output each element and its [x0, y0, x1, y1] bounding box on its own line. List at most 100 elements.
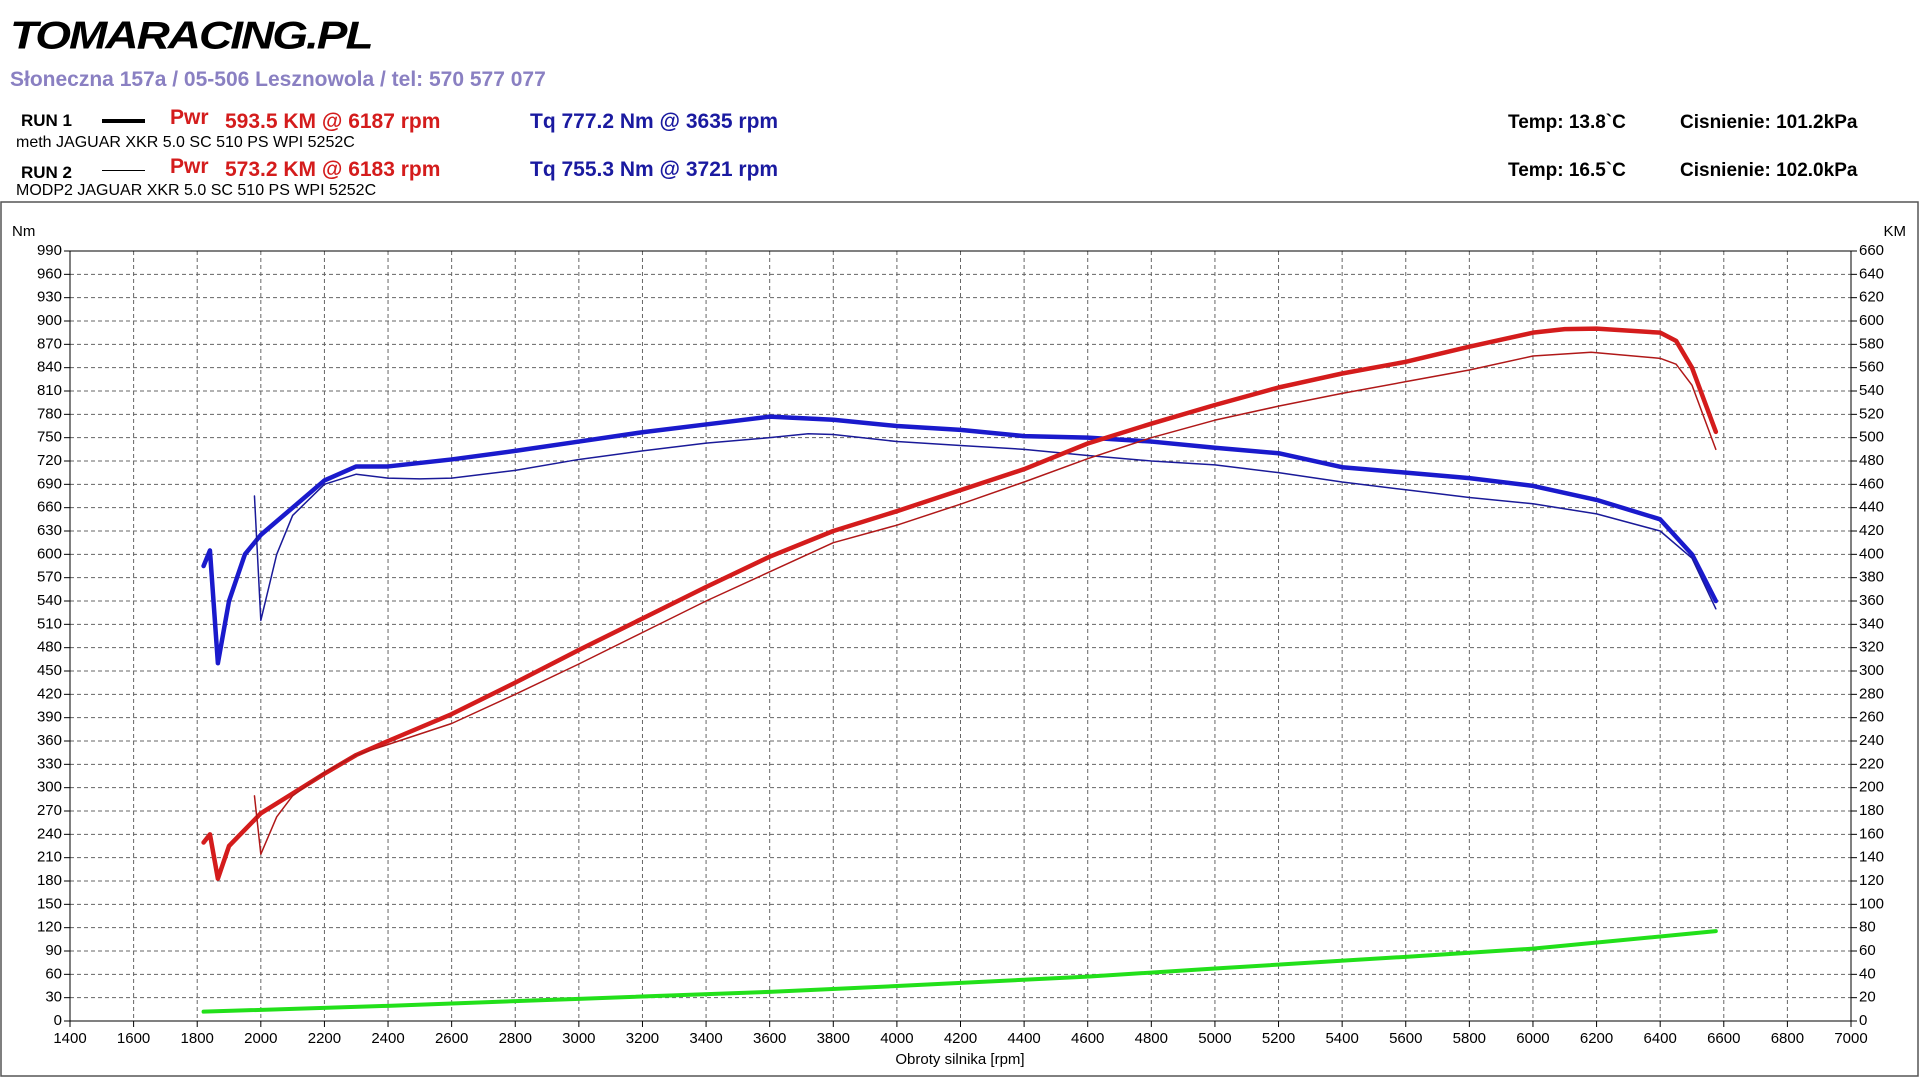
y-tick-label: 90 — [45, 942, 62, 959]
plot-frame — [69, 250, 1852, 1022]
y-tick-label: 300 — [37, 779, 62, 796]
y-tick-label: 600 — [37, 545, 62, 562]
pwr-value: 573.2 KM @ 6183 rpm — [225, 158, 441, 181]
y-tick-label: 750 — [37, 429, 62, 446]
x-tick-label: 3200 — [626, 1030, 659, 1047]
y-tick-label: 30 — [45, 989, 62, 1006]
temp: Temp: 13.8`C — [1508, 112, 1626, 133]
y2-tick-label: 500 — [1859, 429, 1884, 446]
x-tick-label: 1400 — [53, 1030, 86, 1047]
y2-tick-label: 640 — [1859, 265, 1884, 282]
run-line-sample — [102, 170, 145, 171]
y2-tick-label: 200 — [1859, 779, 1884, 796]
pwr-label: Pwr — [170, 155, 209, 178]
series-line — [201, 326, 1719, 881]
y2-tick-label: 440 — [1859, 499, 1884, 516]
x-tick-label: 6800 — [1771, 1030, 1804, 1047]
y-tick-label: 420 — [37, 685, 62, 702]
y2-tick-label: 0 — [1859, 1012, 1867, 1029]
y2-tick-label: 560 — [1859, 359, 1884, 376]
pwr-label: Pwr — [170, 106, 209, 129]
y-tick-label: 210 — [37, 849, 62, 866]
y-tick-label: 180 — [37, 872, 62, 889]
x-tick-label: 6400 — [1643, 1030, 1676, 1047]
x-tick-label: 6600 — [1707, 1030, 1740, 1047]
x-axis-label: Obroty silnika [rpm] — [895, 1051, 1024, 1068]
y2-tick-label: 460 — [1859, 475, 1884, 492]
pressure: Cisnienie: 101.2kPa — [1680, 112, 1858, 133]
y-tick-label: 330 — [37, 755, 62, 772]
y-tick-label: 900 — [37, 312, 62, 329]
series-line — [253, 351, 1717, 855]
y2-tick-label: 480 — [1859, 452, 1884, 469]
pwr-value: 593.5 KM @ 6187 rpm — [225, 110, 441, 133]
y-tick-label: 270 — [37, 802, 62, 819]
x-tick-label: 2000 — [244, 1030, 277, 1047]
x-tick-label: 7000 — [1834, 1030, 1867, 1047]
x-tick-label: 3600 — [753, 1030, 786, 1047]
y2-tick-label: 20 — [1859, 989, 1876, 1006]
y2-tick-label: 520 — [1859, 405, 1884, 422]
y-tick-label: 960 — [37, 265, 62, 282]
y-tick-label: 780 — [37, 405, 62, 422]
y-tick-label: 720 — [37, 452, 62, 469]
y2-tick-label: 260 — [1859, 709, 1884, 726]
x-tick-label: 4800 — [1135, 1030, 1168, 1047]
series-line — [201, 929, 1718, 1014]
x-tick-label: 1600 — [117, 1030, 150, 1047]
y-tick-label: 570 — [37, 569, 62, 586]
x-tick-label: 5800 — [1453, 1030, 1486, 1047]
y-tick-label: 870 — [37, 335, 62, 352]
x-tick-label: 4400 — [1007, 1030, 1040, 1047]
y2-tick-label: 40 — [1859, 965, 1876, 982]
tq-value: Tq 777.2 Nm @ 3635 rpm — [530, 110, 779, 133]
run-label: RUN 1 — [21, 111, 73, 130]
temp: Temp: 16.5`C — [1508, 160, 1626, 181]
run-description: meth JAGUAR XKR 5.0 SC 510 PS WPI 5252C — [16, 134, 355, 151]
y2-tick-label: 380 — [1859, 569, 1884, 586]
x-tick-label: 6200 — [1580, 1030, 1613, 1047]
y2-tick-label: 320 — [1859, 639, 1884, 656]
y-tick-label: 450 — [37, 662, 62, 679]
y2-tick-label: 400 — [1859, 545, 1884, 562]
run-line-sample — [102, 119, 145, 123]
y-tick-label: 0 — [54, 1012, 62, 1029]
y2-tick-label: 620 — [1859, 289, 1884, 306]
x-tick-label: 2400 — [371, 1030, 404, 1047]
x-tick-label: 5400 — [1325, 1030, 1358, 1047]
y-tick-label: 540 — [37, 592, 62, 609]
y2-tick-label: 600 — [1859, 312, 1884, 329]
x-tick-label: 1800 — [181, 1030, 214, 1047]
y2-tick-label: 340 — [1859, 615, 1884, 632]
y-tick-label: 60 — [45, 965, 62, 982]
x-tick-label: 2800 — [499, 1030, 532, 1047]
y2-tick-label: 60 — [1859, 942, 1876, 959]
y2-tick-label: 80 — [1859, 919, 1876, 936]
y2-tick-label: 280 — [1859, 685, 1884, 702]
x-tick-label: 6000 — [1516, 1030, 1549, 1047]
y-tick-label: 240 — [37, 825, 62, 842]
y-tick-label: 150 — [37, 895, 62, 912]
x-tick-label: 2200 — [308, 1030, 341, 1047]
y2-tick-label: 300 — [1859, 662, 1884, 679]
series-line — [253, 433, 1717, 622]
x-tick-label: 3400 — [689, 1030, 722, 1047]
x-tick-label: 4000 — [880, 1030, 913, 1047]
y2-tick-label: 580 — [1859, 335, 1884, 352]
y-tick-label: 990 — [37, 242, 62, 259]
x-tick-label: 2600 — [435, 1030, 468, 1047]
series-line — [201, 414, 1719, 666]
y2-tick-label: 100 — [1859, 895, 1884, 912]
x-tick-label: 5000 — [1198, 1030, 1231, 1047]
y2-tick-label: 140 — [1859, 849, 1884, 866]
y-axis-label: Nm — [12, 223, 35, 240]
x-tick-label: 4600 — [1071, 1030, 1104, 1047]
x-tick-label: 5200 — [1262, 1030, 1295, 1047]
y-tick-label: 390 — [37, 709, 62, 726]
y-tick-label: 630 — [37, 522, 62, 539]
y2-tick-label: 120 — [1859, 872, 1884, 889]
y2-tick-label: 660 — [1859, 242, 1884, 259]
y-tick-label: 810 — [37, 382, 62, 399]
